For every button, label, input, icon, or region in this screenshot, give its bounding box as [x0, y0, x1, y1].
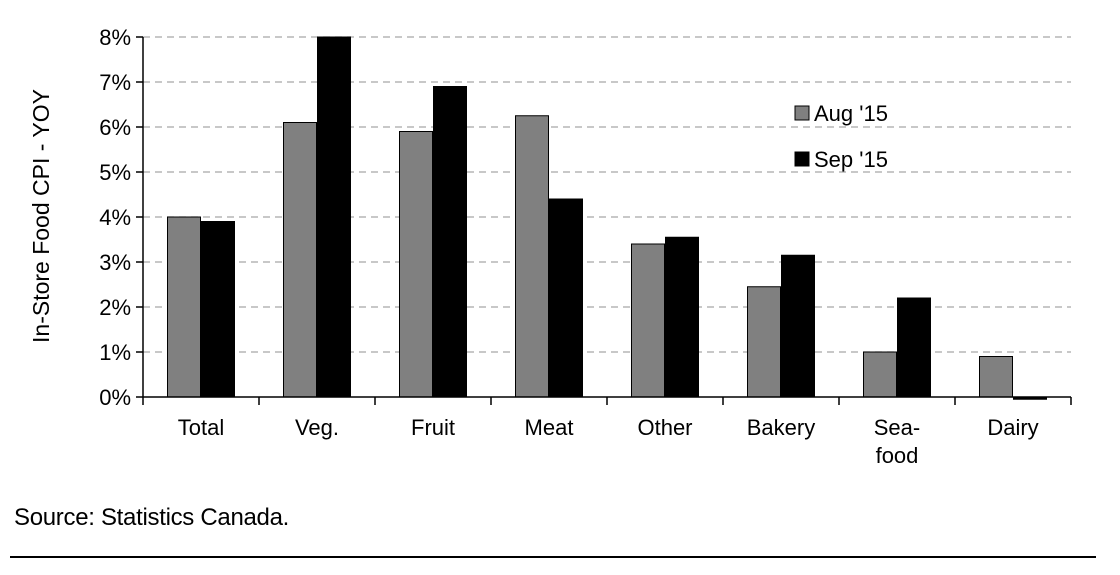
bar-aug [515, 115, 549, 398]
y-tick-label: 3% [99, 250, 131, 275]
y-tick-label: 0% [99, 385, 131, 410]
source-note: Source: Statistics Canada. [14, 504, 290, 531]
legend-label: Sep '15 [814, 147, 888, 172]
bar-chart: 0% 1% 2% 3% 4% 5% 6% 7% 8% Total Veg. Fruit Meat Oth… [28, 25, 1072, 468]
y-tick-label: 4% [99, 205, 131, 230]
bar-sep [781, 254, 815, 398]
x-tick-labels: Total Veg. Fruit Meat Other Bakery Sea-food Dai… [178, 415, 1039, 468]
y-tick-label: 1% [99, 340, 131, 365]
legend-swatch [794, 151, 810, 167]
y-axis-label: In-Store Food CPI - YOY [28, 89, 54, 343]
y-tick-label: 2% [99, 295, 131, 320]
bars [167, 36, 1047, 400]
x-tick-label: Dairy [987, 415, 1038, 440]
x-tick-label: Other [637, 415, 692, 440]
bar-aug [399, 131, 433, 398]
bar-sep [549, 198, 583, 398]
bar-aug [167, 216, 201, 398]
x-tick-label: Total [178, 415, 224, 440]
divider-line [10, 556, 1096, 558]
bar-aug [979, 356, 1013, 398]
legend: Aug '15 Sep '15 [794, 101, 888, 172]
bar-sep [897, 297, 931, 398]
bar-aug [283, 122, 317, 398]
bar-sep [433, 86, 467, 398]
bar-aug [631, 243, 665, 398]
x-tick-label: Veg. [295, 415, 339, 440]
y-tick-label: 8% [99, 25, 131, 50]
x-tick-label: Fruit [411, 415, 455, 440]
x-tick-label: Sea- [874, 415, 920, 440]
legend-label: Aug '15 [814, 101, 888, 126]
gridlines [143, 36, 1071, 353]
x-tick-label: Meat [525, 415, 574, 440]
bar-sep [665, 236, 699, 398]
x-tick-label: Bakery [747, 415, 815, 440]
bar-aug [747, 286, 781, 398]
y-tick-label: 7% [99, 70, 131, 95]
axes [136, 36, 1072, 405]
bar-sep [201, 221, 235, 398]
y-tick-labels: 0% 1% 2% 3% 4% 5% 6% 7% 8% [99, 25, 131, 410]
bar-sep [317, 36, 351, 398]
y-tick-label: 6% [99, 115, 131, 140]
legend-swatch [794, 105, 810, 121]
y-tick-label: 5% [99, 160, 131, 185]
bar-aug [863, 351, 897, 398]
x-tick-label: food [876, 443, 919, 468]
